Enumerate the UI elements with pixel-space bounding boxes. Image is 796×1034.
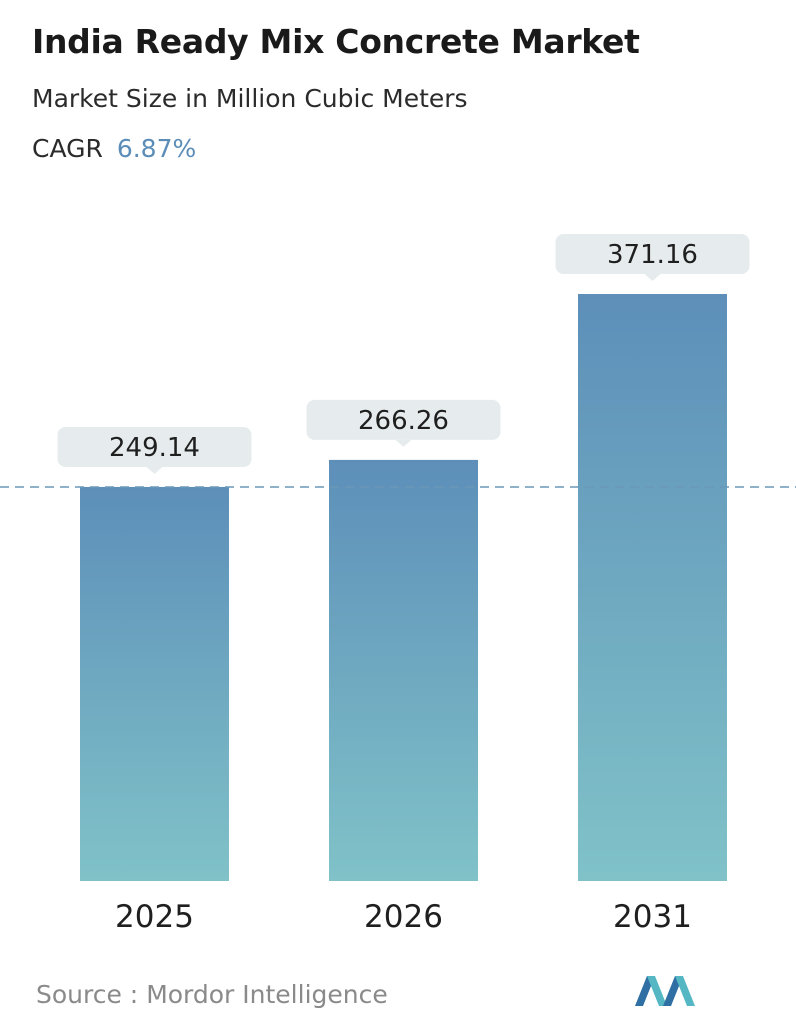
source-note: Source : Mordor Intelligence	[36, 980, 388, 1009]
chart-subtitle: Market Size in Million Cubic Meters	[32, 84, 468, 113]
bars-layer	[80, 294, 727, 881]
value-label-text: 249.14	[109, 433, 200, 463]
value-label-2026: 266.26	[306, 399, 501, 447]
value-label-pointer	[146, 466, 163, 474]
bar-2031	[578, 294, 727, 881]
bar-2025	[80, 486, 229, 881]
x-axis-ticks: 2025 2026 2031	[115, 899, 692, 935]
value-label-2031: 371.16	[555, 234, 750, 281]
chart-title: India Ready Mix Concrete Market	[32, 22, 640, 61]
value-labels-layer: 249.14 266.26 371.16	[57, 234, 750, 474]
value-label-bubble	[306, 399, 501, 440]
value-label-2025: 249.14	[57, 426, 252, 474]
cagr-line: CAGR 6.87%	[32, 134, 196, 163]
x-tick-2031: 2031	[613, 899, 692, 935]
x-tick-2026: 2026	[364, 899, 443, 935]
value-label-text: 371.16	[607, 240, 698, 270]
source-value: Mordor Intelligence	[146, 980, 388, 1009]
value-label-bubble	[57, 426, 252, 467]
value-label-pointer	[395, 439, 412, 447]
cagr-label: CAGR	[32, 134, 103, 163]
cagr-value: 6.87%	[116, 134, 197, 163]
source-label: Source :	[36, 980, 139, 1009]
value-label-pointer	[644, 274, 661, 281]
x-tick-2025: 2025	[115, 899, 194, 935]
mordor-intelligence-logo-icon	[635, 976, 695, 1006]
bar-2026	[329, 459, 478, 881]
value-label-text: 266.26	[358, 406, 449, 436]
value-label-bubble	[555, 234, 750, 274]
